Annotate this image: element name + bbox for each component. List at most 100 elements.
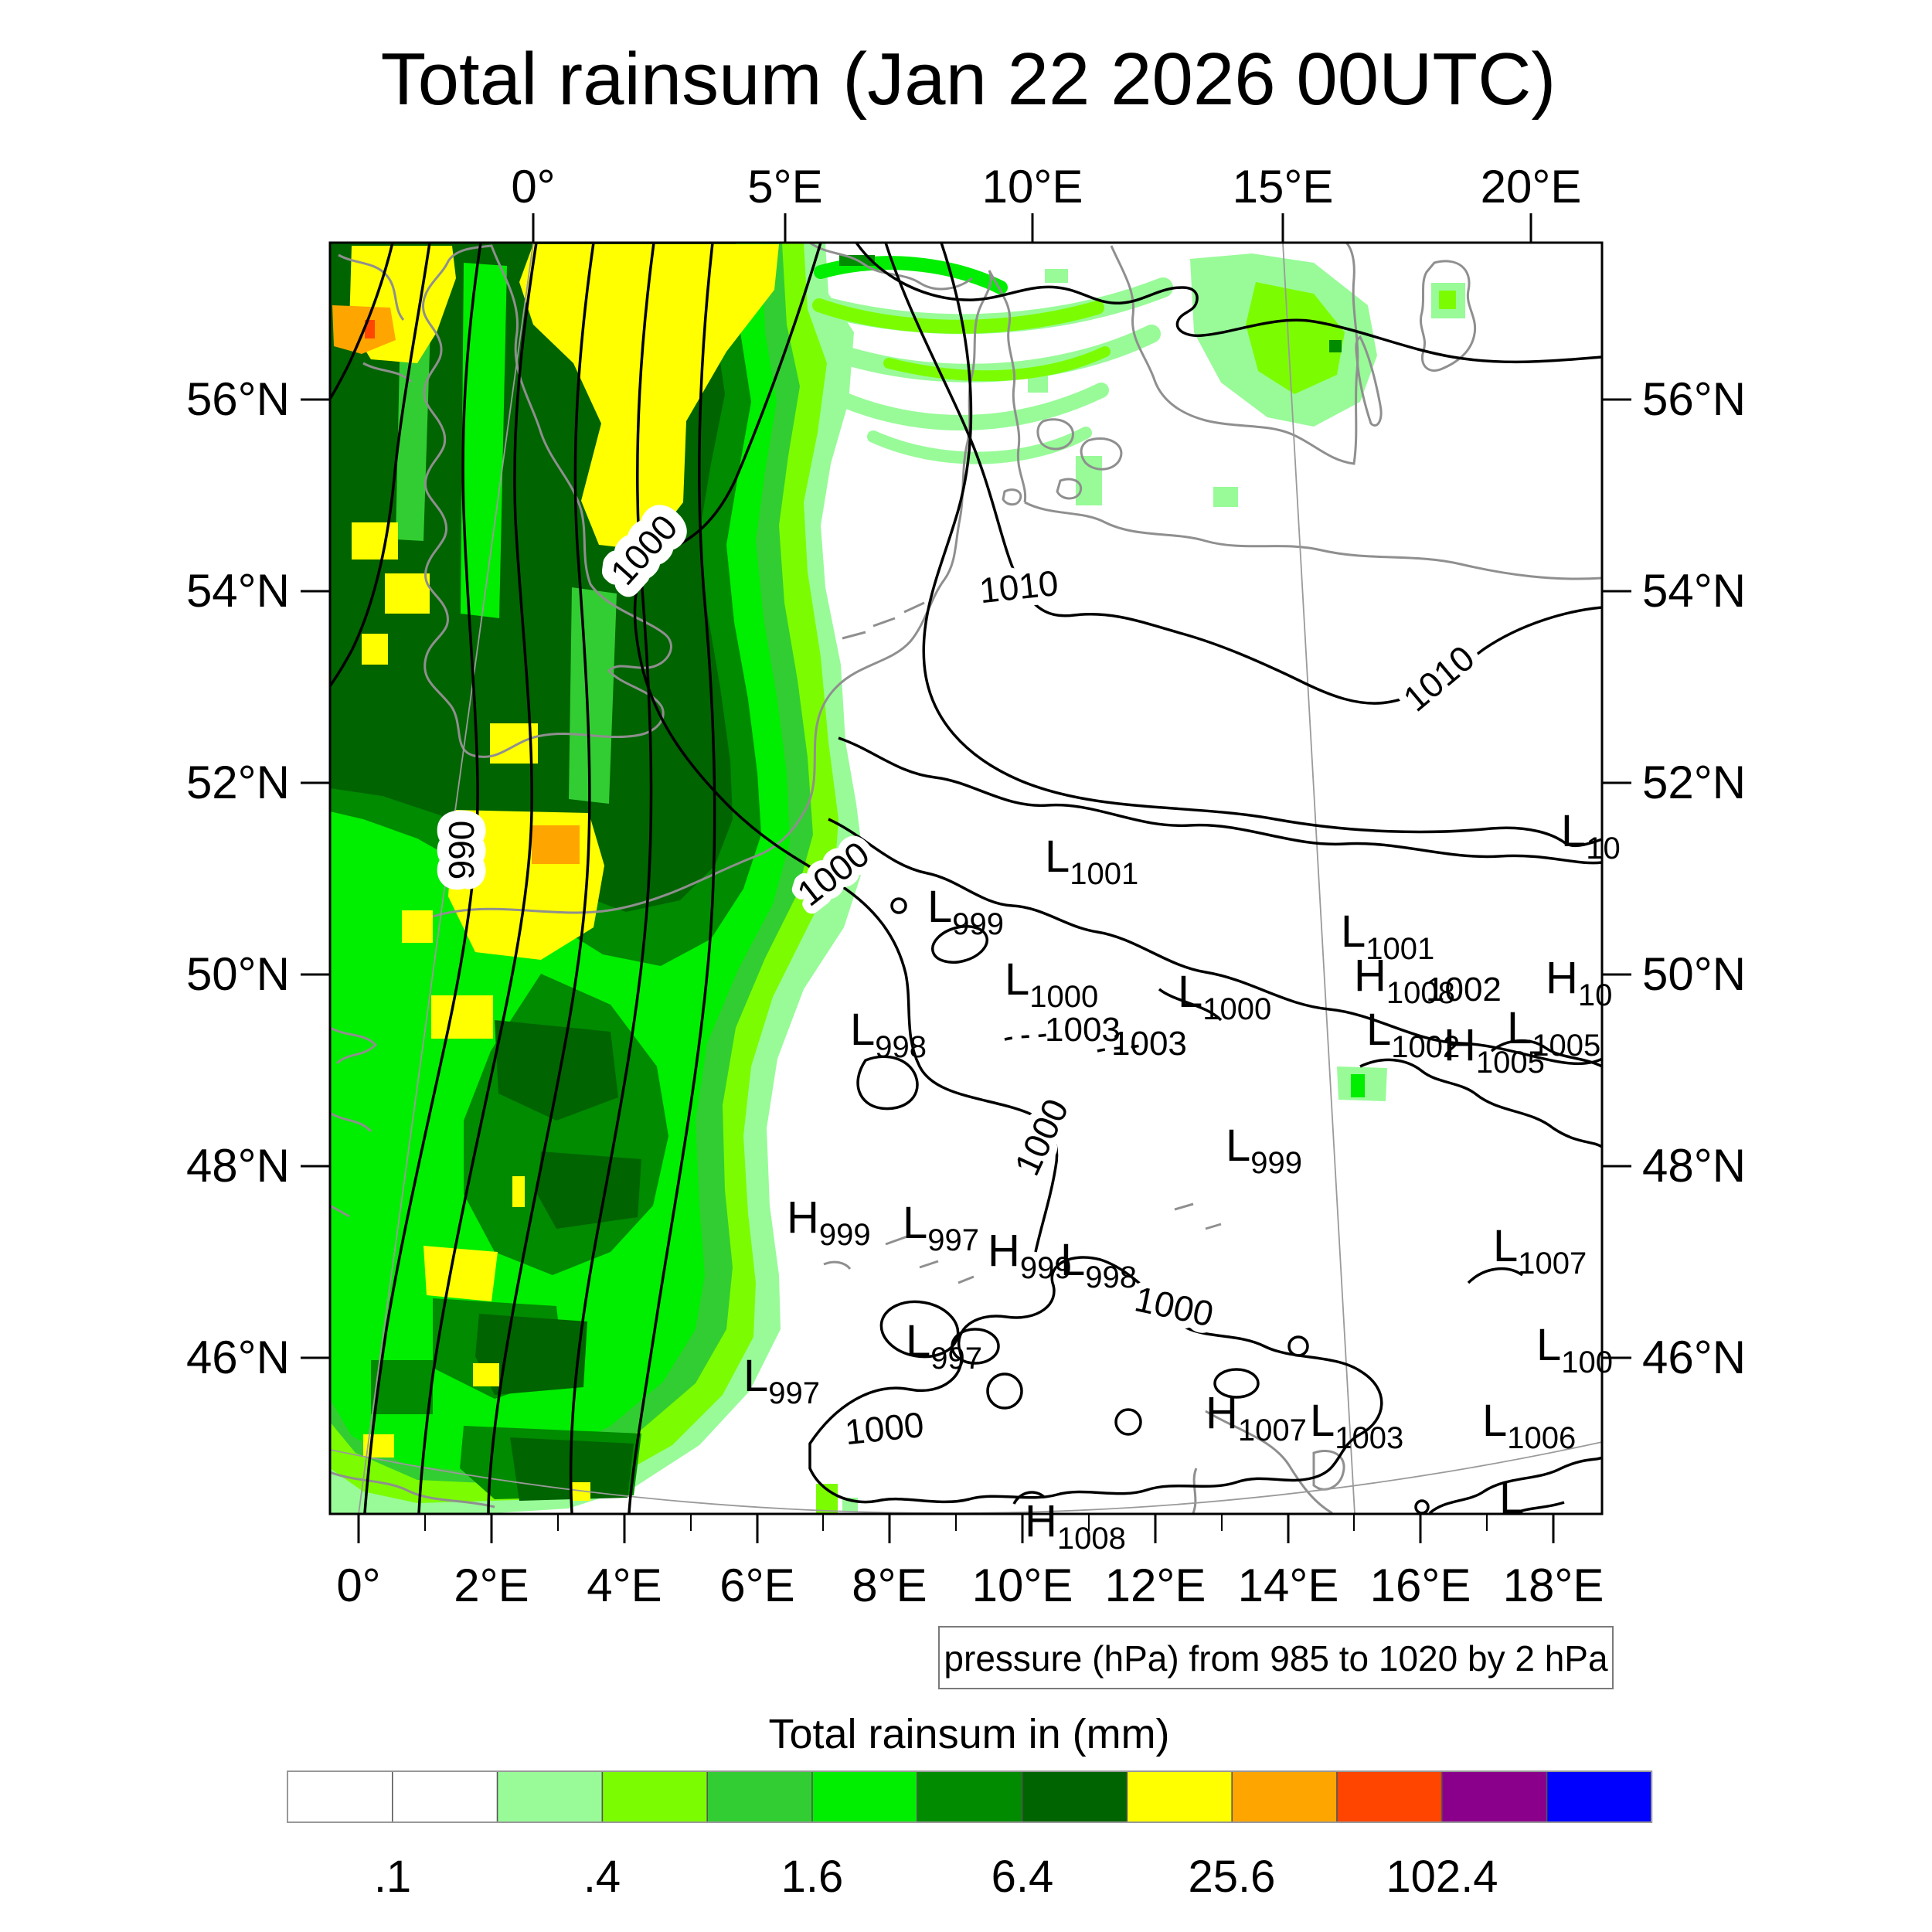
axis-label-right: 54°N	[1642, 565, 1746, 617]
pressure-center: L10	[1561, 806, 1621, 866]
axis-label-bottom: 0°	[336, 1560, 380, 1611]
coastline-wadden-islands	[842, 601, 925, 640]
pressure-center: H1008	[1025, 1496, 1126, 1556]
coastline-adriatic	[1192, 1410, 1345, 1514]
pressure-center: H999	[988, 1226, 1072, 1285]
pressure-center: H1005	[1444, 1020, 1545, 1080]
colorbar-frame	[287, 1770, 1652, 1823]
coastline-biscay-spain	[330, 1471, 495, 1509]
coastlines	[330, 243, 1602, 1514]
colorbar-tick: 6.4	[992, 1852, 1054, 1902]
axis-label-top: 10°E	[982, 161, 1083, 213]
axis-label-bottom: 10°E	[972, 1560, 1073, 1611]
isobar-990	[363, 243, 482, 1514]
isobar-label: 1010	[978, 563, 1060, 611]
colorbar-tick: .4	[583, 1852, 621, 1902]
page-title: Total rainsum (Jan 22 2026 00UTC)	[381, 38, 1556, 121]
pressure-center: L100	[1536, 1320, 1613, 1379]
colorbar-cell	[392, 1770, 498, 1823]
axis-label-left: 50°N	[186, 948, 290, 1000]
axis-label-right: 48°N	[1642, 1140, 1746, 1192]
isobar-label: 1010	[1396, 638, 1482, 719]
axis-label-right: 46°N	[1642, 1332, 1746, 1383]
axis-label-bottom: 16°E	[1370, 1560, 1471, 1611]
coastline-oland	[1355, 335, 1383, 427]
isobar-label: 1000	[1006, 1093, 1076, 1182]
coastline-baltic-south	[1024, 501, 1602, 580]
pressure-center: L1000	[1005, 954, 1098, 1014]
colorbar-tick: 102.4	[1386, 1852, 1498, 1902]
coastline-alpine-lakes	[823, 1202, 1222, 1284]
axis-label-bottom: 8°E	[852, 1560, 927, 1611]
pressure-center: L999	[1226, 1121, 1302, 1180]
pressure-center: L	[1499, 1473, 1524, 1523]
axis-label-left: 54°N	[186, 565, 290, 617]
axis-label-bottom: 14°E	[1238, 1560, 1339, 1611]
isobar-central-2	[828, 818, 1602, 1066]
coastline-france-west	[330, 1026, 378, 1218]
colorbar-cell	[917, 1770, 1023, 1823]
isobar-top-wavy	[855, 243, 1602, 364]
axis-label-bottom: 2°E	[454, 1560, 529, 1611]
colorbar-cells	[287, 1770, 1653, 1823]
coastline-danish-islands	[1002, 418, 1123, 506]
pressure-center: L998	[850, 1005, 927, 1064]
isobar-1000-alpine-loop	[808, 1256, 1383, 1504]
colorbar-cell	[601, 1770, 708, 1823]
isobar-1008	[922, 243, 1602, 848]
pressure-center: L1003	[1310, 1396, 1403, 1455]
colorbar-cell	[1336, 1770, 1443, 1823]
axis-label-right: 56°N	[1642, 373, 1746, 425]
axis-label-left: 52°N	[186, 757, 290, 808]
pressure-caption-text: pressure (hPa) from 985 to 1020 by 2 hPa	[944, 1638, 1608, 1679]
pressure-center: L998	[1060, 1235, 1137, 1294]
pressure-value: 1003	[1045, 1011, 1121, 1049]
pressure-center: L1000	[1178, 967, 1271, 1026]
pressure-value: 1003	[1111, 1025, 1187, 1063]
colorbar-tick: 1.6	[781, 1852, 844, 1902]
graticule-meridian-0e	[358, 243, 534, 1514]
axis-label-top: 5°E	[747, 161, 822, 213]
axis-label-bottom: 4°E	[587, 1560, 662, 1611]
pressure-center: L1007	[1493, 1221, 1587, 1281]
colorbar-title: Total rainsum in (mm)	[768, 1711, 1169, 1757]
pressure-caption-box	[938, 1626, 1614, 1689]
isobar-label: 1000	[843, 1404, 926, 1452]
isobars	[330, 243, 1602, 1514]
axis-label-top: 20°E	[1481, 161, 1582, 213]
pressure-center: L1001	[1045, 832, 1138, 891]
pressure-center: L997	[903, 1198, 979, 1257]
colorbar-cell	[1126, 1770, 1233, 1823]
isobar-label: 1000	[1131, 1278, 1217, 1334]
axis-label-left: 46°N	[186, 1332, 290, 1383]
axis-ticks	[301, 213, 1631, 1543]
colorbar-cell	[287, 1770, 393, 1823]
isobar-1003-dashed	[1004, 1032, 1145, 1053]
pressure-center: L999	[927, 882, 1004, 941]
pressure-center: H1008	[1354, 951, 1455, 1010]
coastline-channel-continent	[432, 270, 1027, 918]
isobar-1000-main	[633, 243, 1059, 1253]
axis-label-top: 15°E	[1233, 161, 1334, 213]
pressure-center: H1007	[1206, 1388, 1307, 1447]
pressure-center: H999	[787, 1192, 871, 1252]
pressure-center: L1002	[1366, 1005, 1460, 1064]
colorbar-tick: .1	[374, 1852, 411, 1902]
pressure-centers: L1001 L999 L1000 L1000 L998 L1001 H1008 …	[743, 806, 1621, 1556]
coastline-sweden	[1110, 243, 1359, 465]
colorbar-cell	[706, 1770, 813, 1823]
axis-label-bottom: 6°E	[719, 1560, 794, 1611]
isobar-1010	[884, 243, 1602, 705]
colorbar-legend: Total rainsum in (mm) .1 .4 1.6 6.4 25.6…	[287, 1711, 1653, 1902]
pressure-caption: pressure (hPa) from 985 to 1020 by 2 hPa	[938, 1626, 1614, 1689]
axis-label-bottom: 18°E	[1503, 1560, 1604, 1611]
pressure-center: L1006	[1482, 1396, 1576, 1455]
colorbar-cell	[496, 1770, 604, 1823]
axis-label-right: 50°N	[1642, 948, 1746, 1000]
axis-label-left: 48°N	[186, 1140, 290, 1192]
pressure-center: L1001	[1341, 906, 1434, 966]
colorbar-cell	[1441, 1770, 1548, 1823]
pressure-center: H10	[1546, 953, 1612, 1012]
axis-labels: 0° 5°E 10°E 15°E 20°E 0° 2°E 4°E 6°E 8°E…	[186, 161, 1746, 1611]
